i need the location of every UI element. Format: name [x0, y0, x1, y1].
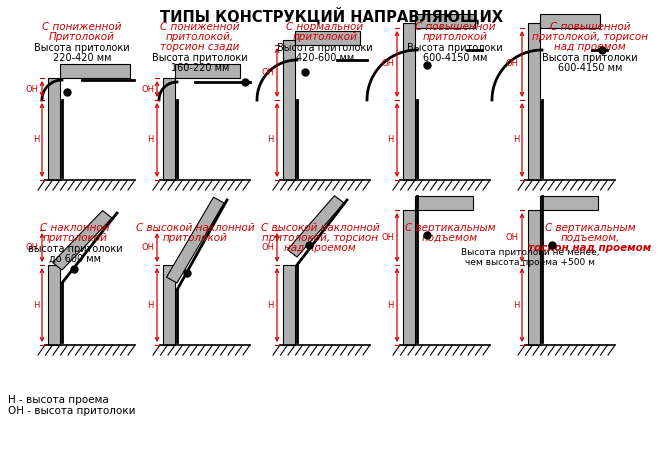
Text: Н: Н: [513, 135, 519, 144]
FancyBboxPatch shape: [528, 23, 540, 180]
Text: С наклонной: С наклонной: [41, 223, 110, 233]
Text: ОН: ОН: [26, 85, 39, 94]
FancyBboxPatch shape: [295, 31, 360, 45]
Text: Н: Н: [388, 301, 394, 310]
Text: С пониженной: С пониженной: [160, 22, 240, 32]
Text: высота притолоки: высота притолоки: [28, 244, 122, 254]
Text: ОН: ОН: [506, 59, 519, 68]
Text: С повышенной: С повышенной: [415, 22, 495, 32]
FancyBboxPatch shape: [415, 196, 473, 210]
Text: 160-220 мм: 160-220 мм: [171, 63, 229, 73]
Text: Высота притолоки не менее,: Высота притолоки не менее,: [461, 248, 599, 257]
Text: ОН: ОН: [261, 68, 274, 77]
Text: ОН: ОН: [381, 233, 394, 242]
Text: 220-420 мм: 220-420 мм: [53, 53, 111, 63]
Text: Н: Н: [33, 135, 39, 144]
Polygon shape: [53, 211, 112, 270]
Text: 420-600 мм: 420-600 мм: [296, 53, 354, 63]
FancyBboxPatch shape: [283, 265, 295, 345]
Text: ОН: ОН: [381, 59, 394, 68]
FancyBboxPatch shape: [403, 23, 415, 180]
FancyBboxPatch shape: [283, 40, 295, 180]
FancyBboxPatch shape: [163, 78, 175, 180]
Polygon shape: [287, 196, 344, 257]
Text: Н: Н: [388, 135, 394, 144]
Text: Высота притолоки: Высота притолоки: [542, 53, 638, 63]
Text: Высота притолоки: Высота притолоки: [152, 53, 248, 63]
Text: над проемом: над проемом: [554, 42, 626, 52]
Text: подъемом: подъемом: [422, 233, 478, 243]
Text: ОН: ОН: [261, 243, 274, 252]
Text: С высокой наклонной: С высокой наклонной: [261, 223, 379, 233]
Text: притолокой: притолокой: [162, 233, 227, 243]
Text: притолокой: притолокой: [422, 32, 487, 42]
Text: 600-4150 мм: 600-4150 мм: [423, 53, 487, 63]
Text: Н: Н: [148, 135, 154, 144]
Text: ОН: ОН: [506, 233, 519, 242]
Text: тосион над проемом: тосион над проемом: [529, 243, 652, 253]
FancyBboxPatch shape: [540, 196, 598, 210]
Text: притолокой,: притолокой,: [166, 32, 234, 42]
Text: ОН: ОН: [26, 243, 39, 252]
Text: Н: Н: [148, 301, 154, 310]
Text: Н: Н: [267, 301, 274, 310]
Text: до 600 мм: до 600 мм: [49, 254, 101, 264]
Text: С повышенной: С повышенной: [550, 22, 630, 32]
Text: 600-4150 мм: 600-4150 мм: [558, 63, 622, 73]
FancyBboxPatch shape: [163, 265, 175, 345]
Text: ОН: ОН: [141, 243, 154, 252]
FancyBboxPatch shape: [403, 210, 415, 345]
Text: Притолокой: Притолокой: [49, 32, 115, 42]
Text: Н - высота проема: Н - высота проема: [8, 395, 109, 405]
Text: торсион сзади: торсион сзади: [160, 42, 239, 52]
Text: Высота притолоки: Высота притолоки: [277, 43, 373, 53]
FancyBboxPatch shape: [48, 265, 60, 345]
FancyBboxPatch shape: [528, 210, 540, 345]
Text: притолокой, торсион: притолокой, торсион: [262, 233, 378, 243]
Text: С высокой наклонной: С высокой наклонной: [136, 223, 254, 233]
Text: над проемом: над проемом: [284, 243, 356, 253]
Text: притолокой: притолокой: [43, 233, 108, 243]
Text: Высота притолоки: Высота притолоки: [407, 43, 503, 53]
Text: притолокой: притолокой: [293, 32, 358, 42]
Text: Н: Н: [267, 135, 274, 144]
Text: чем высота проема +500 м: чем высота проема +500 м: [465, 258, 595, 267]
Text: ТИПЫ КОНСТРУКЦИЙ НАПРАВЛЯЮЩИХ: ТИПЫ КОНСТРУКЦИЙ НАПРАВЛЯЮЩИХ: [160, 7, 503, 25]
FancyBboxPatch shape: [415, 14, 475, 28]
Text: Н: Н: [33, 301, 39, 310]
FancyBboxPatch shape: [48, 78, 60, 180]
Text: подъемом,: подъемом,: [561, 233, 620, 243]
Text: С пониженной: С пониженной: [43, 22, 122, 32]
Text: Н: Н: [513, 301, 519, 310]
Text: притолокой, торисон: притолокой, торисон: [532, 32, 648, 42]
Text: Высота притолоки: Высота притолоки: [34, 43, 130, 53]
Text: С вертикальным: С вертикальным: [405, 223, 495, 233]
FancyBboxPatch shape: [60, 64, 130, 78]
Text: ОН: ОН: [141, 85, 154, 94]
Text: С нормальной: С нормальной: [287, 22, 364, 32]
FancyBboxPatch shape: [540, 14, 600, 28]
FancyBboxPatch shape: [175, 64, 240, 78]
Polygon shape: [166, 197, 224, 283]
Text: С вертикальным: С вертикальным: [545, 223, 635, 233]
Text: ОН - высота притолоки: ОН - высота притолоки: [8, 406, 136, 416]
